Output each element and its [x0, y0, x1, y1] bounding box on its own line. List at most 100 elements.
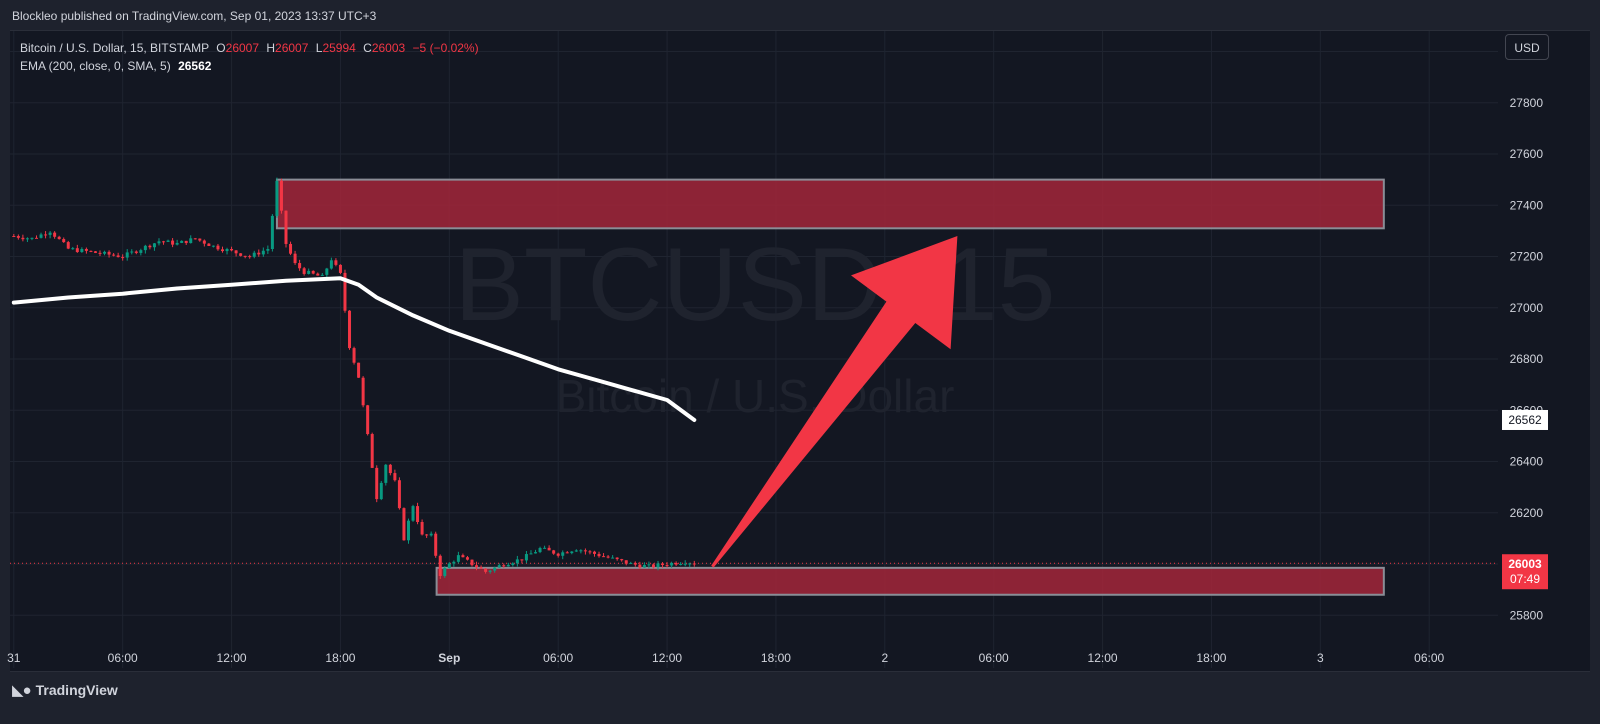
- candle-down: [289, 243, 293, 254]
- candle-down: [393, 473, 397, 481]
- tradingview-brand[interactable]: ◣● TradingView: [12, 681, 118, 699]
- high-value: 26007: [275, 41, 309, 55]
- x-tick-label: 31: [7, 651, 21, 665]
- candle-up: [488, 570, 492, 572]
- candle-down: [57, 236, 61, 240]
- candle-down: [230, 248, 234, 251]
- ohlc-row: Bitcoin / U.S. Dollar, 15, BITSTAMP O 260…: [20, 39, 479, 57]
- y-tick-label: 26200: [1510, 506, 1544, 520]
- low-value: 25994: [322, 41, 356, 55]
- candle-down: [692, 563, 696, 565]
- candle-down: [465, 557, 469, 560]
- open-label: O: [216, 41, 226, 55]
- candle-down: [316, 273, 320, 276]
- candle-up: [679, 563, 683, 565]
- candle-up: [515, 559, 519, 564]
- candle-down: [284, 210, 288, 244]
- candle-down: [520, 559, 524, 561]
- candle-down: [193, 238, 197, 240]
- candle-up: [325, 268, 329, 275]
- candle-down: [583, 550, 587, 552]
- symbol-title[interactable]: Bitcoin / U.S. Dollar, 15, BITSTAMP: [20, 41, 209, 55]
- candle-up: [688, 563, 692, 565]
- candle-up: [538, 548, 542, 553]
- candle-down: [343, 272, 347, 311]
- candle-up: [225, 248, 229, 252]
- candle-down: [44, 234, 48, 236]
- candle-down: [338, 264, 342, 273]
- axis-layer: 2580026000262002640026600268002700027200…: [7, 45, 1543, 666]
- candle-up: [329, 260, 333, 269]
- candle-down: [565, 552, 569, 554]
- up-arrow-annotation: [711, 236, 958, 568]
- candle-up: [579, 550, 583, 552]
- y-tick-label: 27000: [1510, 301, 1544, 315]
- zones-layer: [275, 178, 1385, 596]
- candle-down: [388, 464, 392, 474]
- candle-down: [198, 238, 202, 241]
- candle-up: [175, 242, 179, 245]
- candle-down: [234, 250, 238, 254]
- change-value: −5 (−0.02%): [412, 41, 479, 55]
- candle-up: [80, 248, 84, 253]
- candle-down: [461, 555, 465, 558]
- low-label: L: [315, 41, 323, 55]
- candle-down: [16, 236, 20, 238]
- candle-down: [420, 522, 424, 535]
- candle-down: [366, 405, 370, 435]
- candle-down: [370, 434, 374, 468]
- candle-down: [66, 242, 70, 249]
- candle-up: [506, 565, 510, 567]
- close-label: C: [363, 41, 372, 55]
- candle-up: [611, 557, 615, 559]
- candle-down: [53, 232, 57, 237]
- top-bar: Blockleo published on TradingView.com, S…: [0, 0, 1600, 30]
- candle-down: [62, 239, 66, 243]
- candle-down: [243, 255, 247, 257]
- candle-up: [683, 563, 687, 565]
- y-tick-label: 25800: [1510, 608, 1544, 622]
- candle-down: [620, 559, 624, 561]
- candle-down: [93, 251, 97, 253]
- candle-down: [116, 255, 120, 258]
- currency-button[interactable]: USD: [1505, 34, 1549, 60]
- candle-down: [651, 564, 655, 568]
- x-tick-label: 12:00: [1088, 651, 1118, 665]
- candle-down: [220, 249, 224, 252]
- candle-down: [606, 556, 610, 558]
- candle-down: [216, 245, 220, 250]
- ema-label[interactable]: EMA (200, close, 0, SMA, 5): [20, 59, 171, 73]
- candle-down: [397, 480, 401, 509]
- candle-up: [452, 561, 456, 564]
- candle-down: [21, 237, 25, 240]
- candle-down: [552, 550, 556, 554]
- candle-up: [139, 250, 143, 253]
- candle-down: [239, 253, 243, 256]
- x-tick-label: 06:00: [543, 651, 573, 665]
- candle-down: [171, 240, 175, 245]
- candle-up: [543, 547, 547, 549]
- y-tick-label: 26400: [1510, 455, 1544, 469]
- candle-down: [438, 555, 442, 576]
- candle-down: [75, 248, 79, 253]
- candle-down: [556, 553, 560, 556]
- y-tick-label: 26800: [1510, 352, 1544, 366]
- candle-up: [25, 238, 29, 240]
- candle-down: [416, 506, 420, 523]
- candle-up: [125, 252, 129, 258]
- ema-layer: [11, 276, 697, 422]
- candle-down: [89, 250, 93, 252]
- x-tick-label: 2: [881, 651, 888, 665]
- candle-down: [592, 551, 596, 554]
- x-tick-label: 06:00: [1414, 651, 1444, 665]
- candle-down: [134, 251, 138, 253]
- candle-down: [661, 563, 665, 566]
- candle-down: [112, 254, 116, 256]
- candle-up: [570, 551, 574, 554]
- x-tick-label: 06:00: [979, 651, 1009, 665]
- chart-area[interactable]: [10, 30, 1590, 672]
- candle-up: [103, 251, 107, 254]
- candle-down: [207, 243, 211, 247]
- candle-down: [148, 245, 152, 248]
